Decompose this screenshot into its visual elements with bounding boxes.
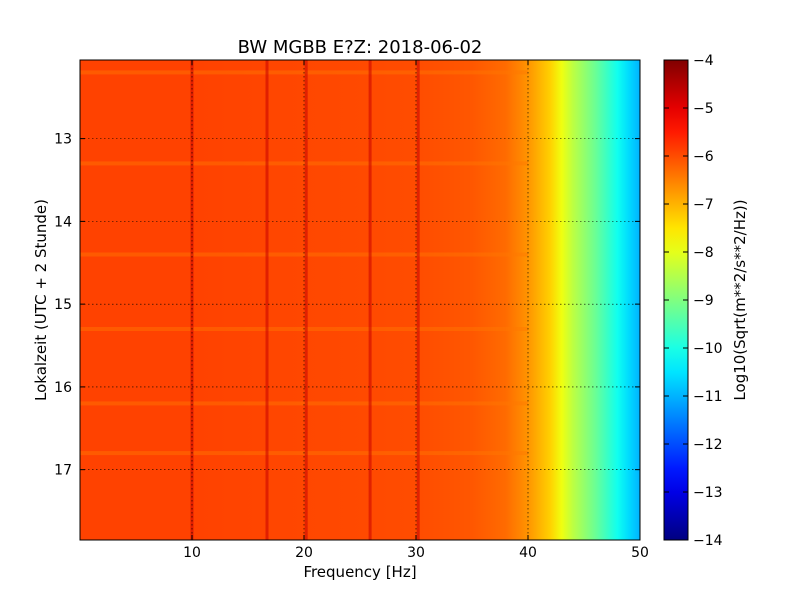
frequency-line: [416, 60, 420, 540]
x-axis-ticks: 10 20 30 40 50: [183, 60, 649, 561]
colorbar-tick-label: −14: [693, 533, 723, 549]
time-band: [80, 401, 528, 406]
time-band: [80, 252, 528, 257]
colorbar-tick-label: −9: [693, 293, 714, 309]
x-tick-label: 20: [295, 545, 313, 561]
chart-title: BW MGBB E?Z: 2018-06-02: [238, 37, 483, 58]
colorbar: −4 −5 −6 −7 −8 −9 −10 −11 −12 −13 −14 Log10(Sqrt(m…: [663, 53, 749, 549]
frequency-line: [265, 60, 269, 540]
time-band: [80, 161, 528, 166]
colorbar-ticks: −4 −5 −6 −7 −8 −9 −10 −11 −12 −13 −14: [664, 53, 723, 549]
colorbar-tick-label: −5: [693, 101, 714, 117]
grid-lines: [80, 60, 640, 540]
x-tick-label: 50: [631, 545, 649, 561]
plot-frame: [79, 59, 641, 541]
y-tick-label: 14: [54, 214, 72, 230]
x-tick-label: 30: [407, 545, 425, 561]
colorbar-tick-label: −10: [693, 341, 723, 357]
y-tick-label: 13: [54, 132, 72, 148]
x-tick-label: 10: [183, 545, 201, 561]
colorbar-tick-label: −13: [693, 485, 723, 501]
colorbar-tick-label: −12: [693, 437, 723, 453]
colorbar-tick-label: −6: [693, 149, 714, 165]
frequency-line: [368, 60, 372, 540]
colorbar-tick-label: −4: [693, 53, 714, 69]
spectrogram-background: [80, 60, 640, 540]
x-tick-label: 40: [519, 545, 537, 561]
plot-area: [79, 59, 641, 541]
y-tick-label: 17: [54, 463, 72, 479]
colorbar-tick-label: −7: [693, 197, 714, 213]
colorbar-tick-label: −11: [693, 389, 723, 405]
colorbar-label: Log10(Sqrt(m**2/s**2/Hz)): [731, 199, 749, 400]
x-axis-label: Frequency [Hz]: [303, 563, 416, 581]
frequency-line: [304, 60, 308, 540]
y-tick-label: 16: [54, 380, 72, 396]
colorbar-tick-label: −8: [693, 245, 714, 261]
y-axis-ticks: 13 14 15 16 17: [54, 132, 640, 479]
y-axis-label: Lokalzeit (UTC + 2 Stunde): [32, 199, 50, 401]
y-tick-label: 15: [54, 297, 72, 313]
